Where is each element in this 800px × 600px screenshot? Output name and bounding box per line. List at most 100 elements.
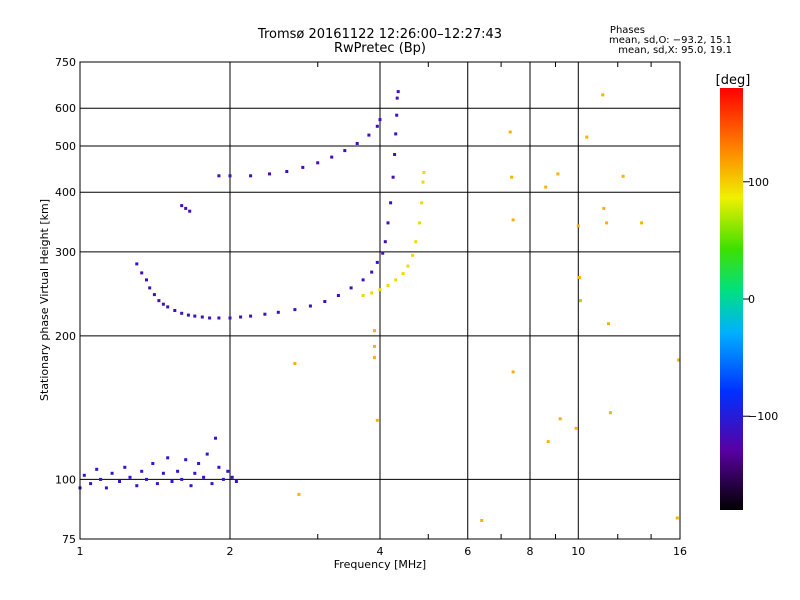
data-point (558, 417, 562, 421)
x-tick-label: 8 (527, 545, 534, 558)
data-point (118, 480, 121, 483)
y-tick-label: 100 (55, 473, 76, 486)
data-point (401, 272, 405, 276)
data-point (217, 465, 221, 469)
data-point (323, 300, 327, 303)
data-point (205, 452, 209, 456)
data-point (301, 165, 305, 169)
data-point (605, 221, 609, 225)
data-point (361, 278, 365, 282)
data-point (249, 174, 253, 178)
data-point (378, 118, 382, 122)
data-point (189, 484, 193, 488)
data-point (297, 492, 301, 496)
data-point (202, 475, 206, 479)
data-point (375, 124, 379, 128)
y-axis-label: Stationary phase Virtual Height [km] (38, 199, 51, 401)
data-point (161, 471, 165, 475)
data-point (293, 362, 297, 365)
data-point (378, 288, 382, 292)
colorbar-tick-label: 100 (748, 176, 769, 189)
data-point (602, 206, 606, 210)
data-point (166, 305, 170, 309)
colorbar-ticks: 100 0 −100 (743, 176, 778, 423)
data-point (82, 473, 86, 477)
data-point (361, 294, 365, 297)
data-point (152, 293, 156, 297)
axis-ticks-layer: 1 2 4 6 8 10 16 75 100 200 300 400 500 600 750 (55, 56, 687, 558)
data-point (176, 469, 180, 473)
data-point (208, 316, 212, 320)
data-point (180, 477, 184, 481)
data-point (349, 286, 353, 290)
data-point (145, 477, 148, 481)
data-point (544, 185, 548, 189)
data-point (508, 130, 512, 134)
data-point (511, 218, 515, 222)
data-point (234, 480, 238, 483)
data-point (355, 142, 359, 145)
data-point (394, 132, 398, 136)
data-point (391, 175, 395, 179)
data-point (145, 278, 148, 282)
data-point (316, 161, 320, 165)
data-point (110, 471, 114, 475)
x-tick-label: 16 (673, 545, 687, 558)
data-point (221, 477, 225, 481)
data-point (148, 286, 152, 290)
data-point (123, 465, 127, 469)
data-point (556, 172, 560, 176)
x-tick-label: 10 (571, 545, 585, 558)
data-point (226, 469, 230, 473)
data-point (393, 153, 397, 156)
grid-layer (80, 62, 680, 539)
y-tick-label: 500 (55, 140, 76, 153)
data-point (214, 436, 217, 440)
data-point (151, 462, 155, 465)
y-tick-label: 300 (55, 246, 76, 259)
data-point (228, 316, 232, 320)
data-point (511, 370, 515, 374)
data-point (675, 516, 679, 520)
colorbar-unit-label: [deg] (716, 73, 751, 88)
data-point (373, 356, 376, 360)
data-point (546, 440, 550, 444)
data-point (135, 262, 139, 266)
x-tick-label: 2 (227, 545, 234, 558)
data-point (140, 271, 144, 275)
data-point (293, 308, 297, 312)
data-point (480, 519, 484, 522)
data-point (389, 201, 393, 205)
data-point (104, 486, 108, 490)
x-tick-label: 1 (77, 545, 84, 558)
y-tick-label: 75 (62, 533, 76, 546)
data-point (421, 180, 425, 184)
plot-frame (79, 61, 681, 540)
data-point (155, 482, 159, 486)
data-point (188, 209, 192, 213)
data-point (414, 240, 418, 244)
data-point (157, 299, 161, 303)
data-point (276, 310, 280, 314)
data-points-layer (78, 90, 681, 522)
data-point (577, 276, 581, 279)
data-point (406, 264, 410, 268)
data-point (170, 480, 174, 483)
data-point (373, 344, 376, 348)
data-point (576, 224, 580, 228)
data-point (343, 149, 347, 153)
colorbar (720, 88, 743, 510)
data-point (601, 93, 605, 97)
data-point (180, 311, 184, 315)
data-point (336, 294, 340, 297)
data-point (394, 278, 398, 282)
data-point (184, 206, 188, 210)
data-point (370, 291, 374, 295)
data-point (574, 426, 578, 430)
x-axis-label: Frequency [MHz] (334, 558, 426, 571)
data-point (135, 484, 139, 488)
phase-heading: Phases (609, 25, 645, 36)
colorbar-tick-label: −100 (748, 410, 778, 423)
data-point (239, 315, 243, 319)
